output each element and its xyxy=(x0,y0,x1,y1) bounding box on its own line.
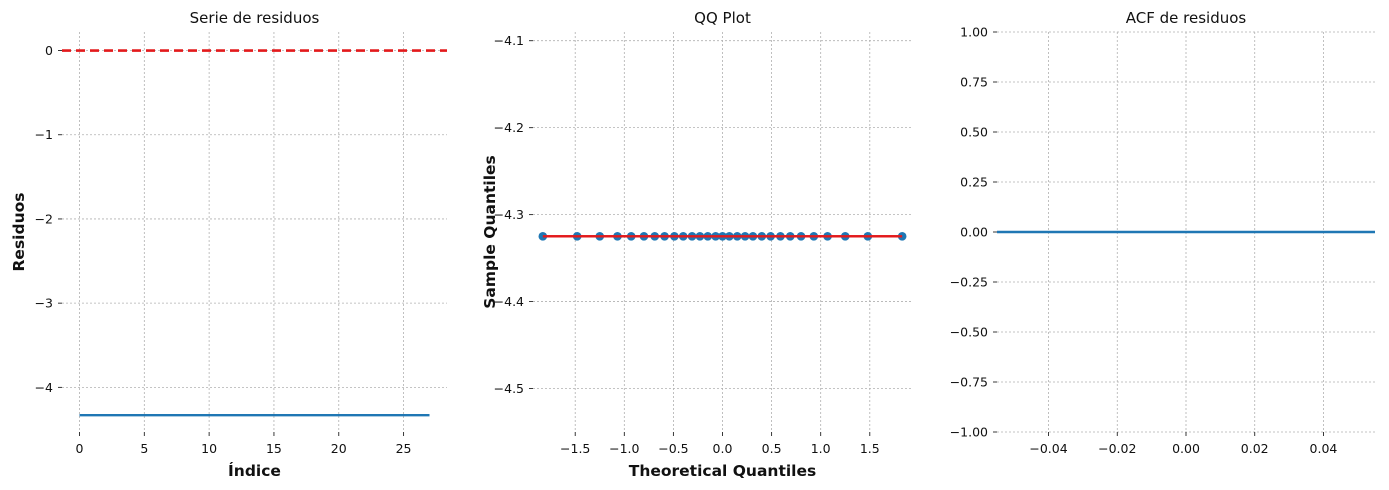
y-tick-label: −3 xyxy=(35,296,53,311)
y-tick-label: −2 xyxy=(35,211,53,226)
gridlines xyxy=(533,32,912,432)
y-tick-label: 0 xyxy=(45,43,53,58)
chart-title: ACF de residuos xyxy=(1126,9,1247,27)
x-tick-label: −0.02 xyxy=(1098,441,1136,456)
y-tick-label: 0.25 xyxy=(960,175,988,190)
chart-title: QQ Plot xyxy=(694,9,751,27)
y-tick-label: −0.75 xyxy=(950,375,988,390)
y-tick-label: −4 xyxy=(35,380,53,395)
y-axis-label: Residuos xyxy=(10,193,28,272)
x-tick-label: 15 xyxy=(266,441,282,456)
y-tick-label: −4.5 xyxy=(494,381,524,396)
x-tick-label: 10 xyxy=(201,441,217,456)
x-axis-label: Theoretical Quantiles xyxy=(629,462,816,480)
x-tick-label: 0 xyxy=(76,441,84,456)
x-tick-label: 0.5 xyxy=(762,441,782,456)
gridlines xyxy=(62,32,447,432)
x-tick-label: −0.5 xyxy=(658,441,688,456)
qq-plot-panel: −1.5 −1.0 −0.5 0.0 0.5 1.0 1.5 −4.1 −4.2 −4.3 −4.4… xyxy=(481,9,912,480)
y-tick-label: 0.50 xyxy=(960,125,988,140)
x-tick-label: 20 xyxy=(331,441,347,456)
y-tick-label: 0.00 xyxy=(960,225,988,240)
y-tick-label: −4.1 xyxy=(494,33,524,48)
x-tick-label: 0.00 xyxy=(1172,441,1200,456)
y-tick-label: −0.50 xyxy=(950,325,988,340)
x-tick-label: 0.0 xyxy=(713,441,733,456)
y-tick-label: −0.25 xyxy=(950,275,988,290)
y-tick-label: 1.00 xyxy=(960,25,988,40)
y-tick-label: 0.75 xyxy=(960,75,988,90)
y-tick-label: −4.3 xyxy=(494,207,524,222)
x-tick-label: −1.0 xyxy=(609,441,639,456)
x-tick-label: 5 xyxy=(140,441,148,456)
y-tick-label: −1.00 xyxy=(950,425,988,440)
y-tick-label: −4.4 xyxy=(494,294,524,309)
x-tick-label: 1.0 xyxy=(811,441,831,456)
y-tick-label: −4.2 xyxy=(494,120,524,135)
x-tick-label: −0.04 xyxy=(1029,441,1067,456)
x-tick-label: 1.5 xyxy=(860,441,880,456)
y-axis-label: Sample Quantiles xyxy=(481,155,499,309)
x-tick-label: 25 xyxy=(396,441,412,456)
residuals-series-panel: 0 5 10 15 20 25 0 −1 −2 −3 −4 Serie de residuos Índi… xyxy=(10,9,447,480)
chart-title: Serie de residuos xyxy=(190,9,320,27)
x-tick-label: 0.02 xyxy=(1241,441,1269,456)
y-tick-label: −1 xyxy=(35,127,53,142)
x-tick-label: 0.04 xyxy=(1310,441,1338,456)
x-axis-label: Índice xyxy=(228,461,281,480)
acf-residuals-panel: −0.04 −0.02 0.00 0.02 0.04 1.00 0.75 0.50 0.25 0.… xyxy=(950,9,1375,456)
x-tick-label: −1.5 xyxy=(560,441,590,456)
